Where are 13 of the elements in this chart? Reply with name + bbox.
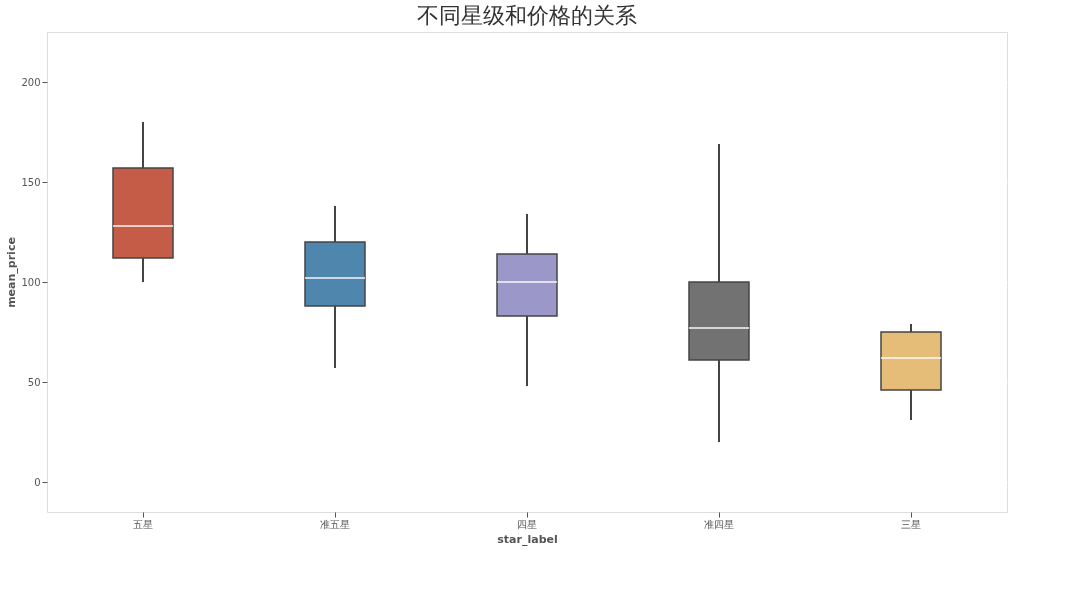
y-tick-label: 0 (34, 476, 41, 488)
y-tick-label: 50 (27, 376, 41, 388)
x-tick-label: 三星 (901, 518, 921, 530)
y-axis-title: mean_price (5, 237, 19, 308)
chart-title: 不同星级和价格的关系 (417, 3, 637, 28)
y-tick-label: 100 (21, 276, 41, 288)
x-tick-label: 准四星 (704, 518, 734, 530)
x-tick-label: 四星 (517, 518, 537, 530)
y-tick-label: 150 (21, 176, 41, 188)
x-tick-label: 五星 (133, 518, 153, 530)
x-tick-label: 准五星 (320, 518, 350, 530)
x-axis-title: star_label (497, 532, 558, 546)
y-tick-label: 200 (21, 76, 41, 88)
